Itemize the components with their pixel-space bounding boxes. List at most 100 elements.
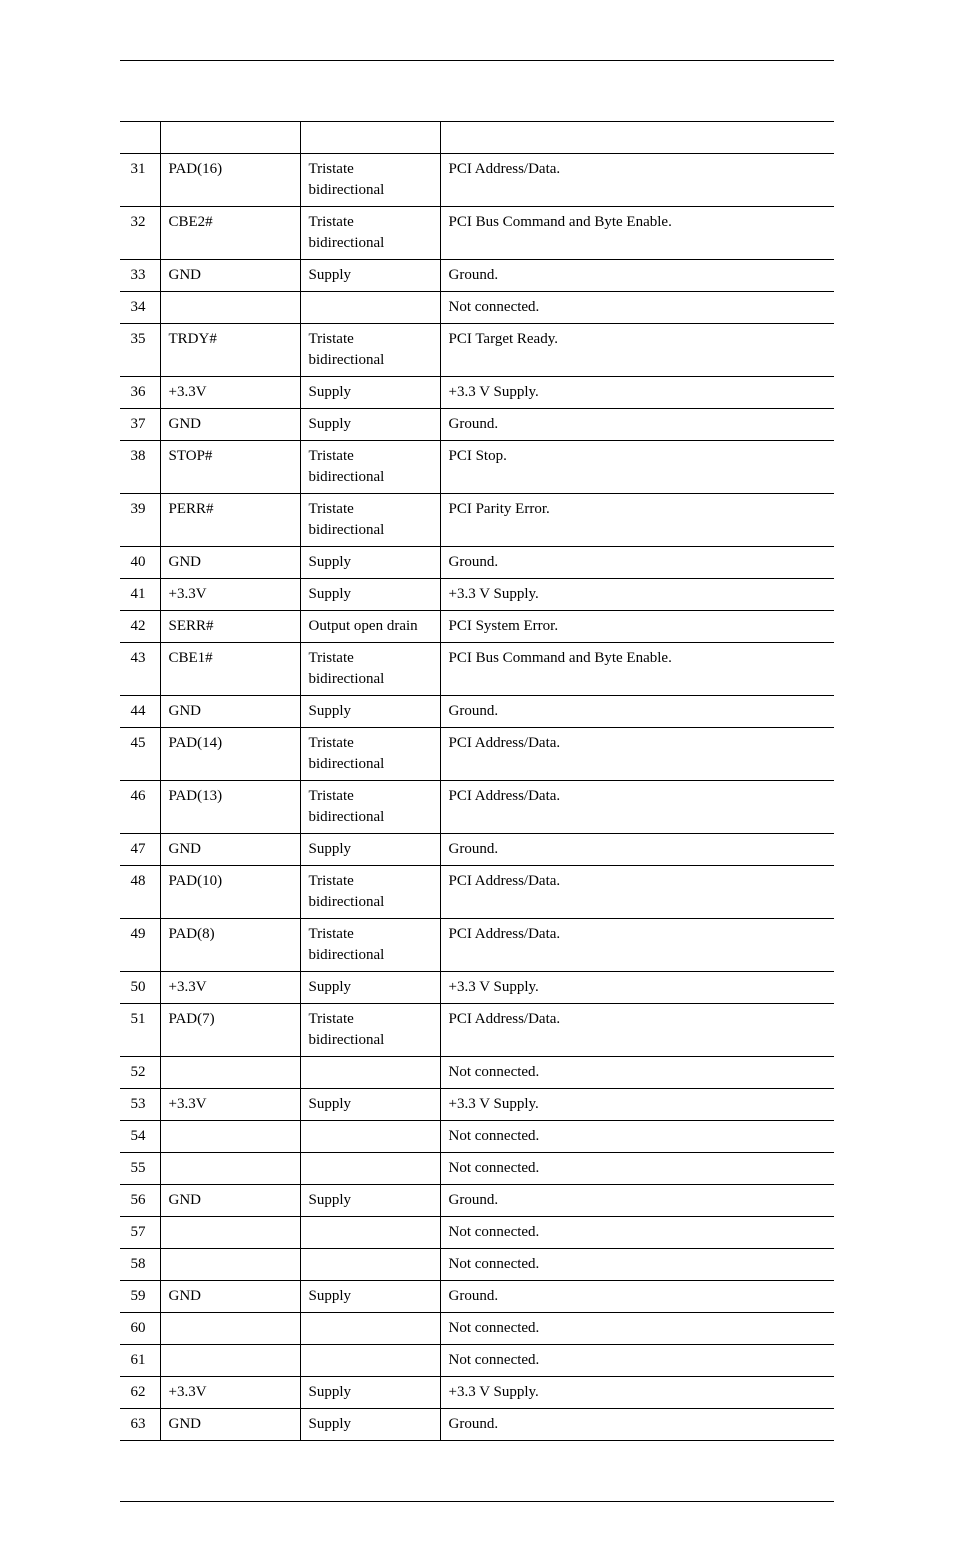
cell-pin: 57 [120,1217,160,1249]
cell-type: Tristate bidirectional [300,441,440,494]
cell-signal: PAD(14) [160,728,300,781]
cell-signal [160,1057,300,1089]
table-body: 31PAD(16)Tristate bidirectionalPCI Addre… [120,154,834,1441]
table-row: 62+3.3VSupply+3.3 V Supply. [120,1377,834,1409]
col-signal [160,122,300,154]
cell-description: PCI Parity Error. [440,494,834,547]
cell-pin: 50 [120,972,160,1004]
cell-pin: 45 [120,728,160,781]
cell-type: Supply [300,1089,440,1121]
table-row: 53+3.3VSupply+3.3 V Supply. [120,1089,834,1121]
cell-description: +3.3 V Supply. [440,972,834,1004]
cell-signal: GND [160,409,300,441]
cell-signal: CBE1# [160,643,300,696]
table-row: 35TRDY#Tristate bidirectionalPCI Target … [120,324,834,377]
cell-type: Tristate bidirectional [300,207,440,260]
cell-description: Ground. [440,1281,834,1313]
cell-type: Supply [300,377,440,409]
cell-type [300,1217,440,1249]
table-row: 36+3.3VSupply+3.3 V Supply. [120,377,834,409]
cell-description: PCI Address/Data. [440,781,834,834]
cell-type: Supply [300,834,440,866]
footer-rule [120,1501,834,1502]
cell-pin: 36 [120,377,160,409]
header-rule [120,60,834,61]
cell-description: +3.3 V Supply. [440,377,834,409]
cell-description: PCI Address/Data. [440,1004,834,1057]
cell-pin: 63 [120,1409,160,1441]
table-row: 57Not connected. [120,1217,834,1249]
cell-signal: +3.3V [160,377,300,409]
cell-signal [160,1249,300,1281]
cell-description: Ground. [440,409,834,441]
cell-pin: 61 [120,1345,160,1377]
table-row: 59GNDSupplyGround. [120,1281,834,1313]
cell-type [300,292,440,324]
table-header [120,122,834,154]
cell-signal [160,1313,300,1345]
cell-description: Ground. [440,260,834,292]
table-row: 37GNDSupplyGround. [120,409,834,441]
cell-pin: 40 [120,547,160,579]
cell-type: Tristate bidirectional [300,919,440,972]
table-row: 60Not connected. [120,1313,834,1345]
table-row: 61Not connected. [120,1345,834,1377]
table-row: 52Not connected. [120,1057,834,1089]
table-row: 44GNDSupplyGround. [120,696,834,728]
cell-signal: +3.3V [160,972,300,1004]
cell-description: Not connected. [440,1121,834,1153]
cell-description: PCI Bus Command and Byte Enable. [440,207,834,260]
cell-pin: 37 [120,409,160,441]
cell-type: Supply [300,579,440,611]
cell-type: Tristate bidirectional [300,1004,440,1057]
cell-type [300,1153,440,1185]
cell-type: Tristate bidirectional [300,643,440,696]
table-row: 38STOP#Tristate bidirectionalPCI Stop. [120,441,834,494]
table-row: 58Not connected. [120,1249,834,1281]
cell-description: +3.3 V Supply. [440,1089,834,1121]
cell-pin: 52 [120,1057,160,1089]
cell-signal: GND [160,547,300,579]
cell-description: Ground. [440,696,834,728]
table-row: 33GNDSupplyGround. [120,260,834,292]
cell-signal: +3.3V [160,1089,300,1121]
cell-pin: 42 [120,611,160,643]
cell-type: Tristate bidirectional [300,324,440,377]
cell-signal: GND [160,1409,300,1441]
cell-signal: STOP# [160,441,300,494]
cell-signal: GND [160,696,300,728]
cell-type: Supply [300,972,440,1004]
cell-description: PCI Bus Command and Byte Enable. [440,643,834,696]
cell-pin: 48 [120,866,160,919]
cell-description: Not connected. [440,1249,834,1281]
cell-signal: PAD(16) [160,154,300,207]
cell-type: Tristate bidirectional [300,781,440,834]
table-row: 40GNDSupplyGround. [120,547,834,579]
cell-description: PCI Address/Data. [440,728,834,781]
cell-pin: 33 [120,260,160,292]
cell-signal: PAD(10) [160,866,300,919]
cell-type: Tristate bidirectional [300,154,440,207]
pinout-table: 31PAD(16)Tristate bidirectionalPCI Addre… [120,121,834,1441]
cell-description: +3.3 V Supply. [440,579,834,611]
cell-pin: 49 [120,919,160,972]
table-row: 63GNDSupplyGround. [120,1409,834,1441]
cell-signal: GND [160,1281,300,1313]
cell-pin: 38 [120,441,160,494]
cell-signal [160,1121,300,1153]
cell-signal: +3.3V [160,1377,300,1409]
cell-pin: 53 [120,1089,160,1121]
cell-description: PCI System Error. [440,611,834,643]
cell-signal: PAD(13) [160,781,300,834]
cell-pin: 51 [120,1004,160,1057]
cell-description: Not connected. [440,1313,834,1345]
cell-description: PCI Address/Data. [440,866,834,919]
table-row: 32CBE2#Tristate bidirectionalPCI Bus Com… [120,207,834,260]
cell-pin: 55 [120,1153,160,1185]
table-row: 39PERR#Tristate bidirectionalPCI Parity … [120,494,834,547]
table-row: 46PAD(13)Tristate bidirectionalPCI Addre… [120,781,834,834]
cell-signal: GND [160,834,300,866]
cell-signal [160,1153,300,1185]
cell-signal: SERR# [160,611,300,643]
cell-type [300,1345,440,1377]
